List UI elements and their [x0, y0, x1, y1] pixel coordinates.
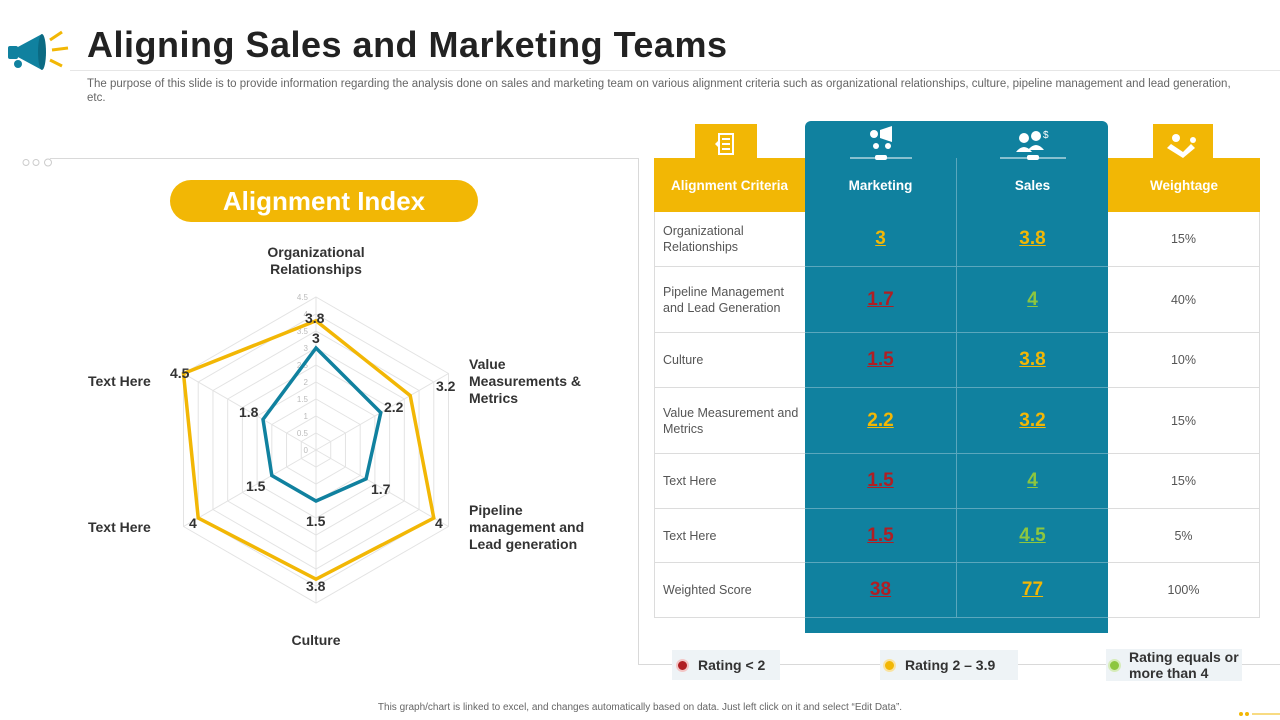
column-divider: [956, 158, 957, 618]
table-cell-weightage: 15%: [1108, 454, 1260, 509]
table-cell-sales: 4.5: [957, 509, 1108, 563]
table-cell-criteria: Text Here: [654, 454, 805, 509]
header-weightage: Weightage: [1108, 158, 1260, 212]
criteria-icon-box: [695, 124, 757, 164]
legend-label: Rating 2 – 3.9: [905, 657, 996, 673]
table-cell-weightage: 40%: [1108, 267, 1260, 333]
table-cell-marketing: 38: [805, 563, 956, 618]
axis-label-text-here-left-top: Text Here: [88, 373, 151, 389]
megaphone-icon: [8, 30, 69, 70]
table-cell-sales: 77: [957, 563, 1108, 618]
header-marketing: Marketing: [848, 177, 913, 193]
page-description: The purpose of this slide is to provide …: [87, 78, 1231, 104]
table-cell-marketing: 2.2: [805, 388, 956, 454]
table-cell-marketing: 1.5: [805, 509, 956, 563]
table-cell-criteria: Culture: [654, 333, 805, 388]
table-cell-sales: 4: [957, 267, 1108, 333]
radar-tick-label: 4.5: [297, 293, 309, 302]
sales-value-label: 3.8: [305, 310, 325, 326]
table-cell-weightage: 15%: [1108, 388, 1260, 454]
radar-spoke: [183, 373, 317, 451]
sales-value-label: 4: [435, 515, 443, 531]
table-cell-sales: 3.2: [957, 388, 1108, 454]
table-cell-criteria: Text Here: [654, 509, 805, 563]
svg-text:$: $: [1043, 130, 1049, 141]
marketing-value-label: 1.7: [371, 481, 391, 497]
red-dot-icon: [676, 658, 689, 672]
radar-chart: 00.511.522.533.544.5: [181, 293, 450, 604]
header-sales: Sales: [1014, 177, 1051, 193]
decor-dots: [22, 154, 56, 167]
handshake-icon: [1167, 134, 1196, 158]
radar-spoke: [315, 449, 449, 527]
radar-spoke: [183, 449, 317, 527]
chart-title: Alignment Index: [170, 180, 478, 222]
header-divider: [70, 70, 1280, 71]
marketing-value-label: 1.5: [246, 478, 266, 494]
radar-tick-label: 0: [304, 446, 309, 455]
table-cell-weightage: 100%: [1108, 563, 1260, 618]
decor-corner-dots: [1239, 712, 1280, 716]
table-cell-marketing: 1.7: [805, 267, 956, 333]
table-cell-sales: 3.8: [957, 333, 1108, 388]
table-cell-marketing: 3: [805, 212, 956, 267]
decor-line-vertical: [638, 158, 639, 664]
legend-item-mid: Rating 2 – 3.9: [880, 650, 1018, 680]
radar-tick-label: 0.5: [297, 429, 309, 438]
radar-tick-label: 3.5: [297, 327, 309, 336]
radar-tick-label: 1: [304, 412, 309, 421]
legend-item-high: Rating equals or more than 4: [1106, 649, 1242, 681]
radar-series-marketing: [261, 345, 383, 503]
page-title: Aligning Sales and Marketing Teams: [87, 24, 728, 65]
table-cell-criteria: Weighted Score: [654, 563, 805, 618]
legend-item-low: Rating < 2: [672, 650, 780, 680]
table-cell-weightage: 5%: [1108, 509, 1260, 563]
table-cell-weightage: 15%: [1108, 212, 1260, 267]
table-cell-sales: 3.8: [957, 212, 1108, 267]
weightage-icon-box: [1153, 124, 1213, 164]
axis-label-culture: Culture: [291, 632, 341, 648]
green-dot-icon: [1108, 658, 1121, 672]
sales-value-label: 4.5: [170, 365, 190, 381]
sales-value-label: 4: [189, 515, 197, 531]
radar-tick-label: 1.5: [297, 395, 309, 404]
decor-line-top: [50, 158, 638, 159]
legend-label: Rating equals or more than 4: [1129, 649, 1239, 681]
header-alignment-criteria: Alignment Criteria: [654, 158, 805, 212]
table-cell-marketing: 1.5: [805, 333, 956, 388]
sales-value-label: 3.8: [306, 578, 326, 594]
axis-label-text-here-left-bottom: Text Here: [88, 519, 151, 535]
legend-label: Rating < 2: [698, 657, 766, 673]
axis-label-pipeline: Pipeline management and Lead generation: [469, 502, 585, 552]
table-cell-criteria: Organizational Relationships: [654, 212, 805, 267]
radar-tick-label: 2: [304, 378, 309, 387]
axis-label-org-relationships: Organizational Relationships: [267, 244, 365, 277]
marketing-value-label: 1.8: [239, 404, 259, 420]
radar-tick-label: 3: [304, 344, 309, 353]
table-cell-sales: 4: [957, 454, 1108, 509]
axis-label-value-measurements: Value Measurements & Metrics: [469, 356, 582, 406]
list-icon: [715, 133, 734, 155]
marketing-team-icon: [850, 126, 912, 160]
table-cell-criteria: Value Measurement and Metrics: [654, 388, 805, 454]
radar-tick-label: 4: [304, 310, 309, 319]
marketing-value-label: 1.5: [306, 513, 326, 529]
table-cell-criteria: Pipeline Management and Lead Generation: [654, 267, 805, 333]
yellow-dot-icon: [883, 658, 896, 672]
radar-series-sales: [181, 318, 436, 582]
marketing-value-label: 3: [312, 330, 320, 346]
sales-team-icon: $: [1000, 130, 1066, 160]
table-cell-weightage: 10%: [1108, 333, 1260, 388]
sales-value-label: 3.2: [436, 378, 456, 394]
marketing-value-label: 2.2: [384, 399, 404, 415]
footer-note: This graph/chart is linked to excel, and…: [377, 702, 903, 713]
table-cell-marketing: 1.5: [805, 454, 956, 509]
